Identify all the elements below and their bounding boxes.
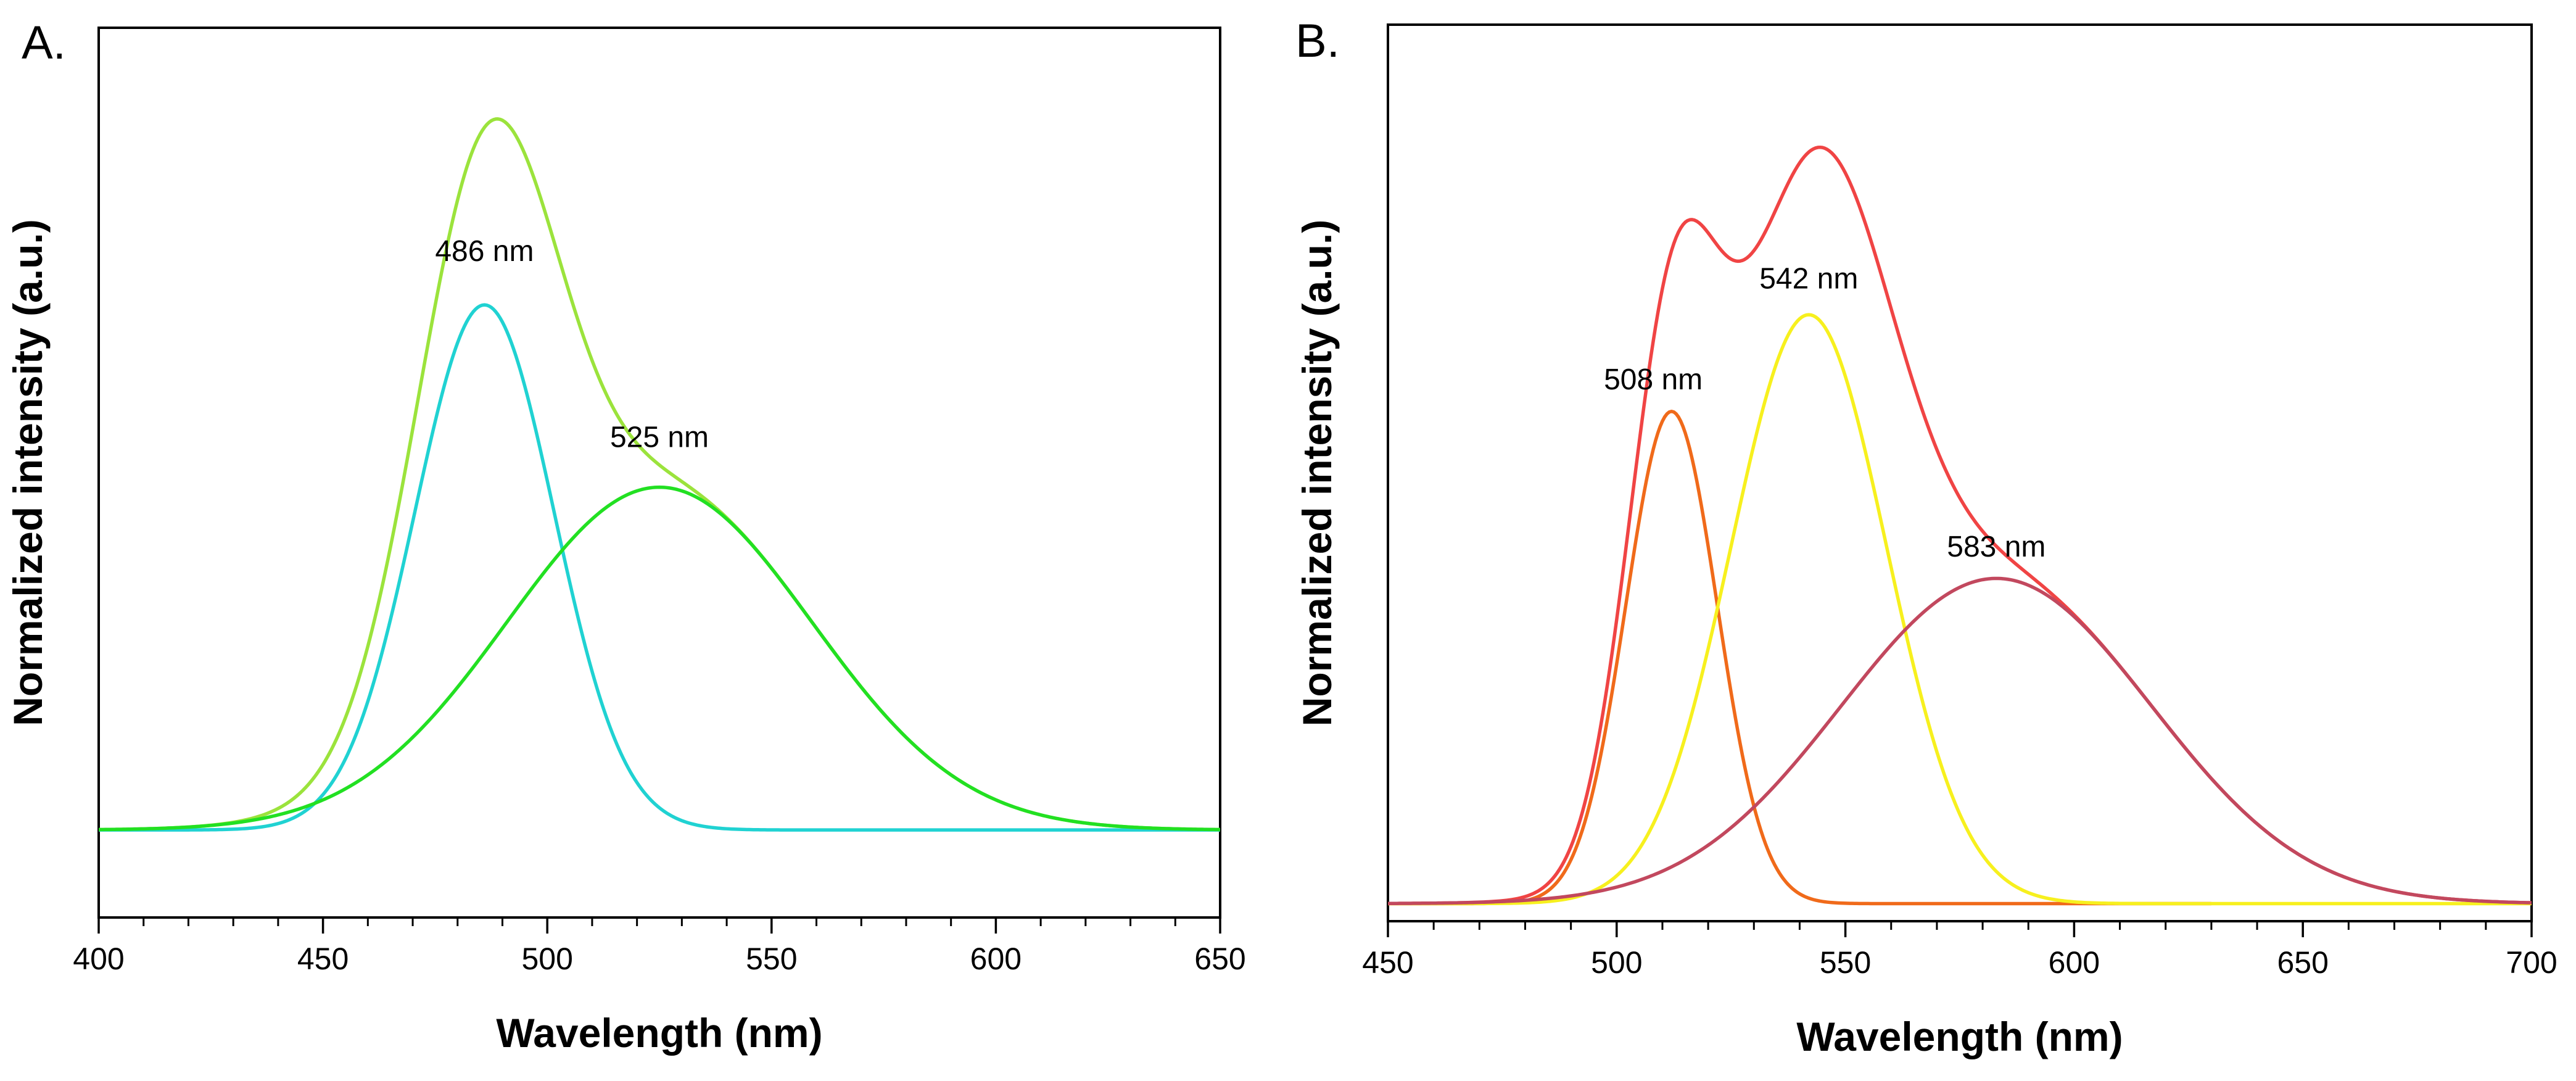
x-tick-label: 500 bbox=[1591, 945, 1642, 980]
x-tick-label: 450 bbox=[297, 942, 349, 976]
x-tick-label: 400 bbox=[73, 942, 124, 976]
y-axis-title: Normalized intensity (a.u.) bbox=[1294, 220, 1340, 726]
x-tick-label: 650 bbox=[1194, 942, 1245, 976]
x-axis-title: Wavelength (nm) bbox=[1796, 1014, 2123, 1059]
x-tick-label: 700 bbox=[2506, 945, 2557, 980]
peak-annotation: 486 nm bbox=[435, 235, 534, 268]
x-tick-label: 600 bbox=[2049, 945, 2100, 980]
component-curve-486 bbox=[99, 303, 1220, 832]
curves bbox=[1388, 145, 2532, 906]
x-tick-label: 500 bbox=[521, 942, 572, 976]
component-curve-542 bbox=[1388, 313, 2532, 906]
panel-label: A. bbox=[22, 17, 66, 69]
x-tick-label: 650 bbox=[2277, 945, 2328, 980]
panel-label: B. bbox=[1295, 15, 1340, 67]
plot-frame bbox=[1387, 23, 2533, 922]
component-curve-525 bbox=[99, 485, 1220, 832]
panel-b: 450 500 550 600 650 700 Wavelength (nm) Normali… bbox=[1294, 15, 2557, 1059]
sum-curve bbox=[1388, 145, 2532, 906]
peak-annotation: 583 nm bbox=[1947, 531, 2046, 563]
peak-annotation: 508 nm bbox=[1604, 363, 1703, 396]
plot-frame bbox=[97, 27, 1221, 919]
sum-curve bbox=[99, 117, 1220, 832]
y-axis-title: Normalized intensity (a.u.) bbox=[5, 219, 51, 726]
x-tick-label: 550 bbox=[1820, 945, 1871, 980]
x-tick-label: 450 bbox=[1362, 945, 1413, 980]
x-tick-label: 550 bbox=[746, 942, 797, 976]
panel-a: 400 450 500 550 600 650 Wavelength (nm) Normali… bbox=[5, 17, 1246, 1056]
peak-annotation: 525 nm bbox=[610, 421, 709, 454]
component-curve-512 bbox=[1388, 410, 2211, 906]
peak-annotation: 542 nm bbox=[1759, 262, 1858, 295]
component-curve-583 bbox=[1388, 576, 2532, 906]
x-axis-title: Wavelength (nm) bbox=[496, 1010, 822, 1056]
curves bbox=[99, 117, 1220, 832]
x-tick-label: 600 bbox=[970, 942, 1022, 976]
